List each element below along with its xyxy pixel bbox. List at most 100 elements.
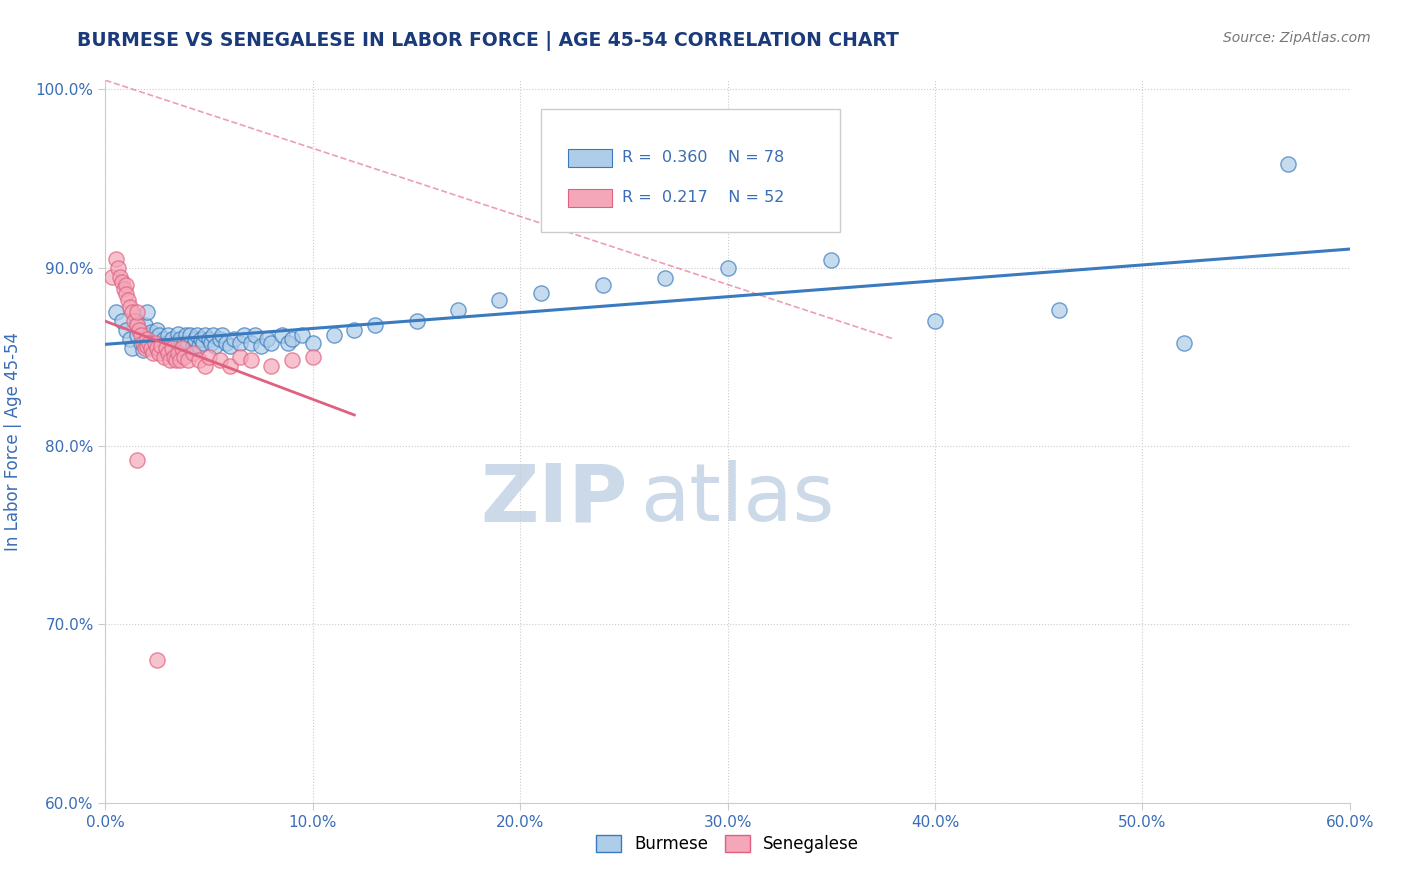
- Text: ZIP: ZIP: [481, 460, 628, 539]
- Point: [135, 332, 157, 346]
- Point: [301, 350, 323, 364]
- Point: [198, 332, 221, 346]
- Point: [160, 332, 183, 346]
- Point: [218, 359, 242, 373]
- Point: [150, 339, 173, 353]
- Point: [208, 353, 231, 368]
- Point: [179, 328, 201, 343]
- Point: [239, 353, 262, 368]
- Point: [190, 332, 212, 346]
- Point: [405, 314, 427, 328]
- Point: [124, 314, 146, 328]
- Point: [243, 328, 266, 343]
- Point: [135, 305, 157, 319]
- Point: [447, 303, 470, 318]
- Text: atlas: atlas: [641, 460, 835, 539]
- Point: [156, 346, 179, 360]
- Point: [250, 339, 273, 353]
- Point: [125, 305, 148, 319]
- Point: [163, 350, 186, 364]
- Point: [256, 332, 278, 346]
- Point: [200, 335, 222, 350]
- Point: [364, 318, 387, 332]
- Point: [167, 326, 190, 341]
- Point: [150, 339, 173, 353]
- Point: [281, 353, 304, 368]
- Point: [146, 335, 169, 350]
- Point: [128, 323, 150, 337]
- Point: [115, 287, 138, 301]
- Point: [156, 335, 179, 350]
- Bar: [568, 188, 612, 207]
- Point: [191, 335, 214, 350]
- Point: [187, 339, 209, 353]
- Point: [218, 339, 242, 353]
- Point: [146, 323, 169, 337]
- Point: [155, 341, 177, 355]
- Point: [143, 335, 166, 350]
- Point: [159, 353, 181, 368]
- Point: [343, 323, 366, 337]
- Point: [155, 337, 177, 351]
- Point: [194, 328, 217, 343]
- Point: [177, 337, 200, 351]
- Point: [159, 339, 181, 353]
- Point: [222, 332, 245, 346]
- Point: [138, 335, 160, 350]
- Point: [152, 332, 174, 346]
- Point: [1277, 157, 1299, 171]
- Point: [134, 318, 156, 332]
- Point: [104, 305, 127, 319]
- Point: [132, 335, 155, 350]
- Point: [277, 335, 299, 350]
- Point: [260, 335, 283, 350]
- Point: [120, 332, 142, 346]
- Point: [135, 328, 157, 343]
- Point: [167, 335, 190, 350]
- Point: [204, 339, 226, 353]
- Point: [233, 328, 256, 343]
- Point: [229, 350, 252, 364]
- Point: [146, 341, 169, 355]
- Point: [183, 332, 205, 346]
- Point: [924, 314, 946, 328]
- Point: [108, 269, 131, 284]
- Point: [139, 325, 162, 339]
- Point: [488, 293, 510, 307]
- Point: [820, 253, 842, 268]
- Point: [163, 341, 186, 355]
- Point: [120, 300, 142, 314]
- Point: [173, 350, 195, 364]
- Point: [129, 328, 152, 343]
- Point: [169, 353, 191, 368]
- Point: [112, 282, 135, 296]
- FancyBboxPatch shape: [541, 109, 839, 232]
- Point: [125, 453, 148, 467]
- Point: [301, 335, 323, 350]
- Point: [291, 328, 314, 343]
- Point: [104, 252, 127, 266]
- Point: [152, 350, 174, 364]
- Point: [146, 653, 169, 667]
- Point: [717, 260, 740, 275]
- Point: [156, 328, 179, 343]
- Point: [169, 332, 191, 346]
- Y-axis label: In Labor Force | Age 45-54: In Labor Force | Age 45-54: [4, 332, 21, 551]
- Point: [176, 328, 198, 343]
- Point: [134, 341, 156, 355]
- Point: [215, 335, 238, 350]
- Point: [138, 335, 160, 350]
- Legend: Burmese, Senegalese: Burmese, Senegalese: [589, 828, 866, 860]
- Point: [181, 346, 204, 360]
- Point: [107, 260, 129, 275]
- Text: R =  0.360    N = 78: R = 0.360 N = 78: [621, 150, 785, 165]
- Point: [181, 339, 204, 353]
- Point: [530, 285, 553, 300]
- Point: [186, 328, 208, 343]
- Point: [322, 328, 344, 343]
- Point: [172, 341, 194, 355]
- Point: [125, 318, 148, 332]
- Point: [100, 269, 122, 284]
- Point: [167, 346, 190, 360]
- Point: [142, 339, 165, 353]
